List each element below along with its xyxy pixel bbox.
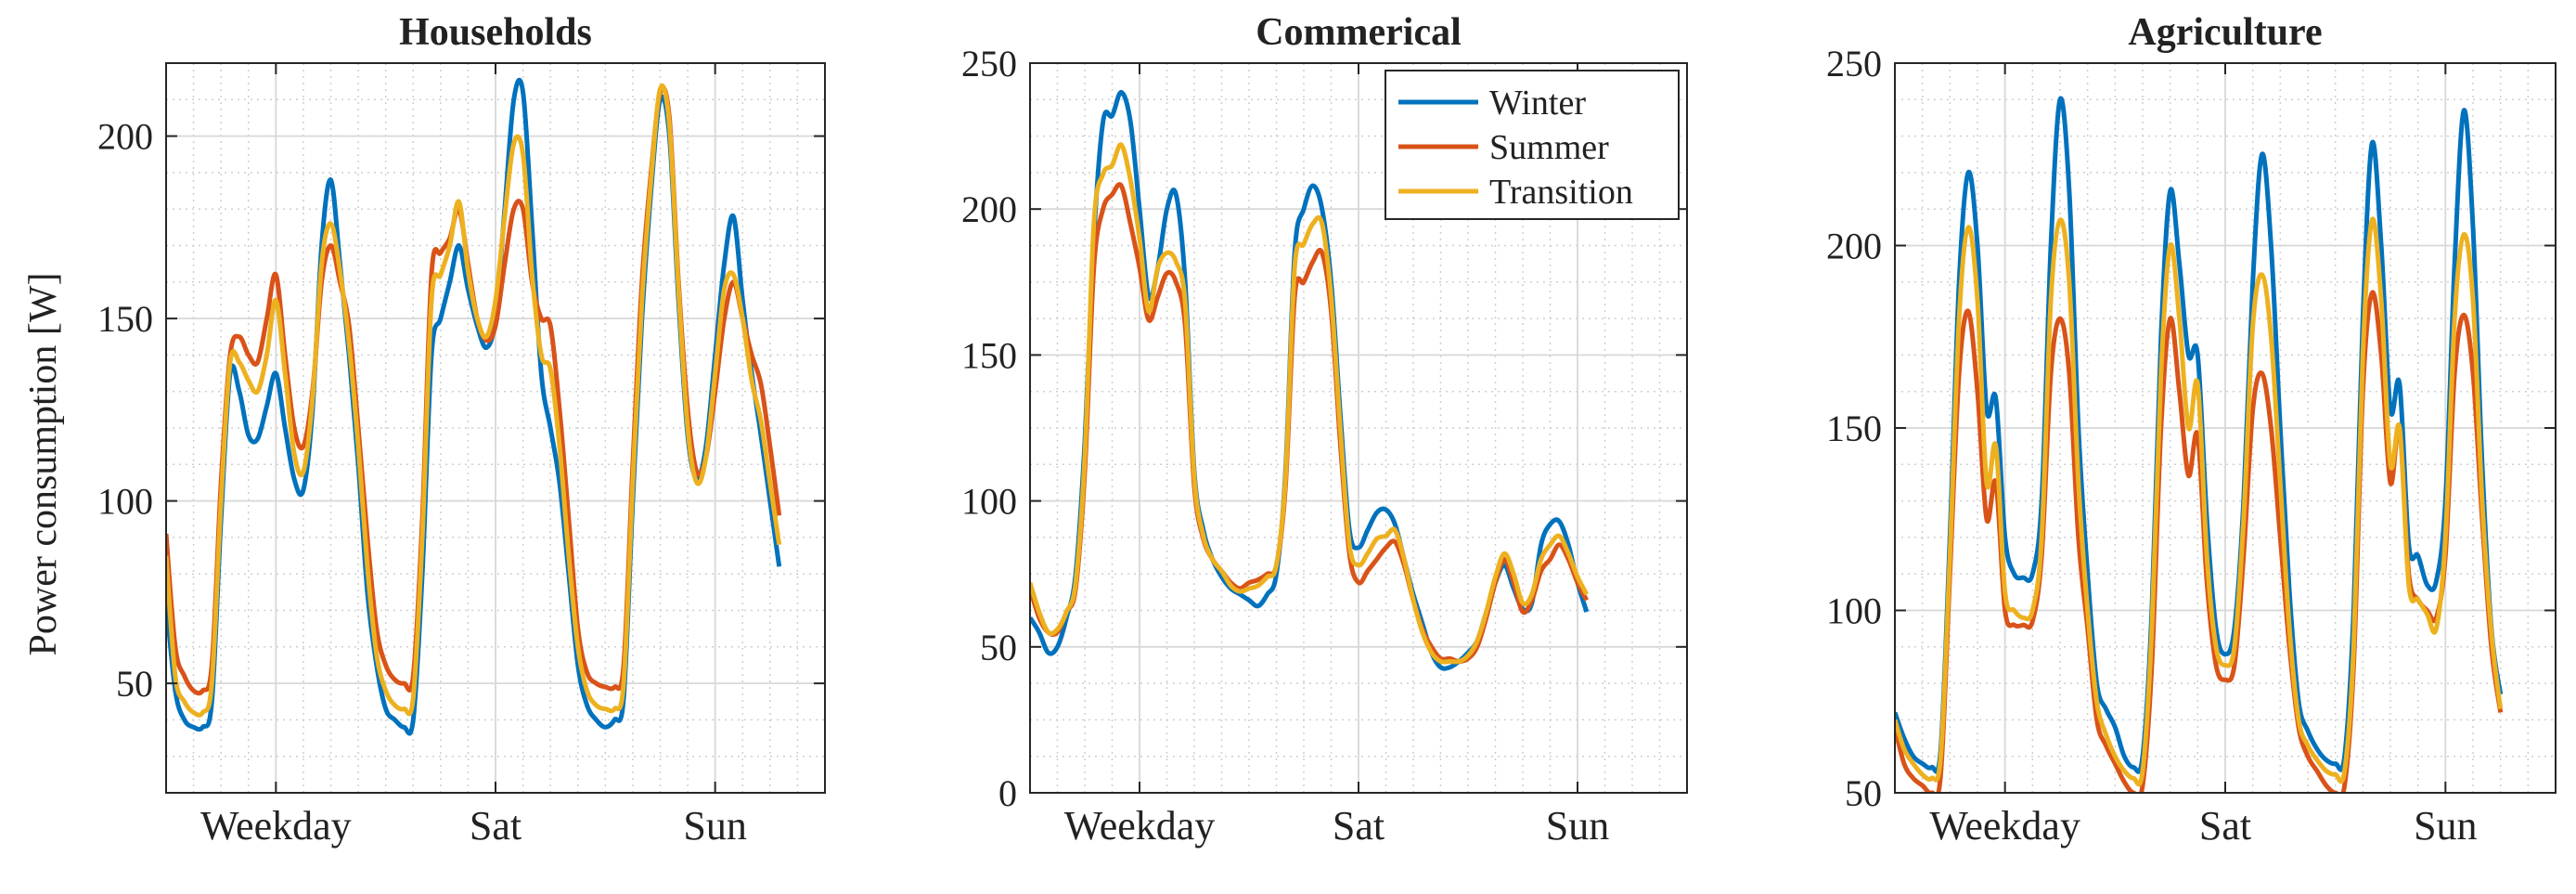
y-tick-label: 150 bbox=[961, 334, 1017, 376]
x-tick-label: Weekday bbox=[1929, 803, 2080, 849]
chart-panel-commerical: 0 50 100 150 200 250 Weekday Sat Sun Commerical Wi… bbox=[961, 11, 1688, 849]
chart-panel-agriculture: 50 100 150 200 250 Weekday Sat Sun Agriculture bbox=[1826, 11, 2557, 849]
x-tick-label: Sat bbox=[2199, 803, 2251, 849]
x-tick-label: Sat bbox=[470, 803, 522, 849]
series-line-transition bbox=[1895, 216, 2504, 787]
y-tick-label: 200 bbox=[1826, 226, 1882, 267]
series-line-transition bbox=[166, 83, 782, 718]
series-line-transition bbox=[1030, 142, 1590, 665]
y-tick-label: 50 bbox=[980, 627, 1017, 668]
x-tick-label: Sun bbox=[2414, 803, 2477, 849]
legend-label-summer: Summer bbox=[1489, 128, 1609, 167]
chart-title: Households bbox=[399, 11, 592, 54]
y-tick-label: 50 bbox=[116, 663, 153, 705]
y-tick-label: 150 bbox=[97, 298, 153, 340]
x-tick-label: Weekday bbox=[1064, 803, 1216, 849]
legend: Winter Summer Transition bbox=[1385, 70, 1680, 220]
y-tick-label: 250 bbox=[1826, 43, 1882, 84]
y-tick-label: 150 bbox=[1826, 408, 1882, 449]
chart-panel-households: 50 100 150 200 Weekday Sat Sun Households bbox=[97, 11, 826, 849]
x-tick-label: Sun bbox=[1546, 803, 1609, 849]
legend-label-winter: Winter bbox=[1489, 84, 1586, 123]
y-tick-label: 0 bbox=[998, 772, 1017, 814]
y-tick-label: 250 bbox=[961, 43, 1017, 84]
chart-title: Agriculture bbox=[2128, 11, 2322, 54]
y-tick-label: 200 bbox=[961, 188, 1017, 230]
y-tick-label: 100 bbox=[961, 481, 1017, 523]
y-tick-label: 200 bbox=[97, 116, 153, 158]
chart-title: Commerical bbox=[1256, 11, 1462, 54]
x-tick-label: Weekday bbox=[200, 803, 352, 849]
x-tick-label: Sat bbox=[1333, 803, 1385, 849]
x-tick-label: Sun bbox=[683, 803, 746, 849]
legend-label-transition: Transition bbox=[1489, 173, 1633, 212]
y-axis-label: Power consumption [W] bbox=[22, 273, 65, 656]
y-tick-label: 50 bbox=[1845, 772, 1882, 814]
y-tick-label: 100 bbox=[1826, 590, 1882, 632]
y-tick-label: 100 bbox=[97, 481, 153, 523]
